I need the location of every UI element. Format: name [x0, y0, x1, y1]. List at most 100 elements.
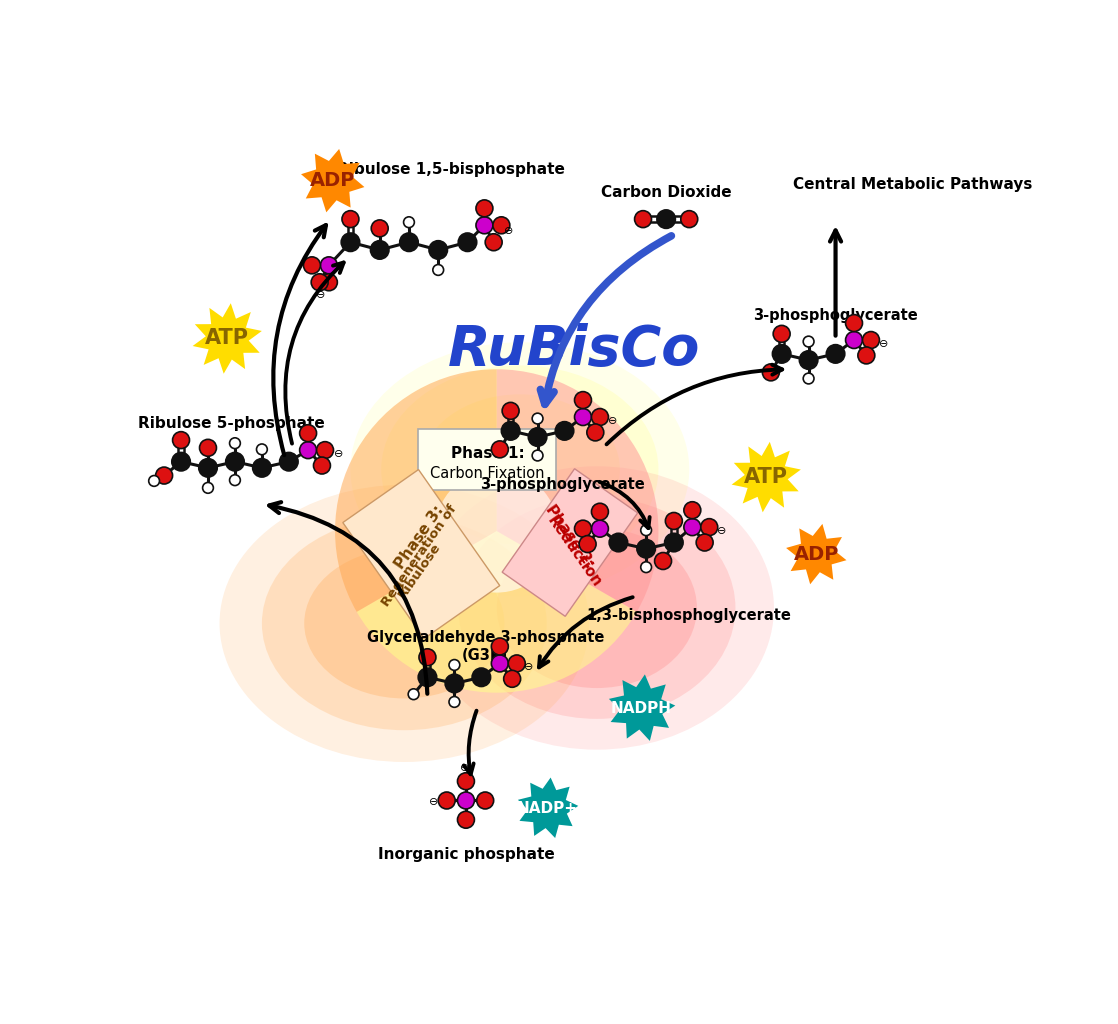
Circle shape — [303, 257, 321, 273]
Circle shape — [449, 659, 459, 671]
Circle shape — [493, 217, 510, 233]
Circle shape — [509, 655, 525, 672]
Circle shape — [300, 441, 316, 459]
Ellipse shape — [435, 469, 558, 593]
Circle shape — [532, 413, 543, 424]
Circle shape — [529, 428, 547, 446]
Circle shape — [845, 332, 862, 348]
FancyBboxPatch shape — [502, 469, 637, 616]
Circle shape — [762, 364, 779, 381]
Circle shape — [476, 792, 494, 809]
Text: Ribulose 1,5-bisphosphate: Ribulose 1,5-bisphosphate — [337, 162, 565, 176]
Text: ⊖: ⊖ — [607, 416, 617, 426]
Text: ⊖: ⊖ — [459, 763, 470, 773]
Circle shape — [501, 422, 520, 440]
Circle shape — [311, 273, 328, 291]
Ellipse shape — [419, 466, 774, 750]
Ellipse shape — [219, 484, 589, 762]
Ellipse shape — [350, 342, 689, 596]
Text: Regeneration of: Regeneration of — [380, 503, 459, 609]
Wedge shape — [357, 531, 637, 692]
Circle shape — [826, 345, 845, 364]
FancyBboxPatch shape — [418, 429, 556, 490]
Circle shape — [556, 422, 574, 440]
Circle shape — [485, 233, 502, 251]
Text: RuBisCo: RuBisCo — [447, 323, 700, 377]
Circle shape — [591, 503, 608, 520]
Circle shape — [155, 467, 172, 484]
Circle shape — [641, 562, 652, 572]
Circle shape — [313, 457, 331, 474]
Text: Glyceraldehyde 3-phosphate
(G3P): Glyceraldehyde 3-phosphate (G3P) — [367, 631, 604, 663]
Circle shape — [199, 439, 217, 457]
Text: 1,3-bisphosphoglycerate: 1,3-bisphosphoglycerate — [587, 608, 792, 624]
Circle shape — [202, 482, 214, 494]
Circle shape — [773, 345, 790, 364]
Text: Ribulose 5-phosphate: Ribulose 5-phosphate — [138, 416, 324, 431]
Circle shape — [280, 453, 299, 471]
Ellipse shape — [458, 497, 736, 719]
Circle shape — [862, 332, 880, 348]
Text: ⊖: ⊖ — [524, 663, 533, 673]
Circle shape — [229, 475, 240, 485]
Text: NADPH: NADPH — [612, 700, 672, 716]
Text: ⊖: ⊖ — [717, 526, 727, 536]
Text: ⊖: ⊖ — [504, 226, 514, 237]
Circle shape — [491, 638, 509, 655]
Circle shape — [681, 211, 698, 227]
Polygon shape — [301, 148, 364, 212]
Circle shape — [575, 409, 591, 426]
Text: ATP: ATP — [745, 467, 788, 487]
Text: ADP: ADP — [794, 545, 838, 563]
Text: Central Metabolic Pathways: Central Metabolic Pathways — [793, 177, 1032, 191]
Circle shape — [575, 520, 591, 538]
Polygon shape — [518, 777, 578, 838]
Circle shape — [803, 373, 814, 384]
Wedge shape — [335, 370, 496, 611]
Ellipse shape — [419, 394, 620, 545]
Circle shape — [253, 459, 272, 477]
Circle shape — [774, 326, 790, 342]
Circle shape — [476, 200, 493, 217]
Circle shape — [655, 553, 672, 569]
Text: Carbon Dioxide: Carbon Dioxide — [600, 184, 731, 200]
Ellipse shape — [262, 516, 547, 730]
Circle shape — [641, 525, 652, 536]
Text: ATP: ATP — [206, 329, 249, 348]
Text: ⊖: ⊖ — [429, 797, 438, 807]
Circle shape — [579, 536, 596, 553]
Circle shape — [300, 425, 316, 441]
Circle shape — [429, 241, 447, 259]
Text: Phase 2:: Phase 2: — [542, 502, 597, 571]
Circle shape — [316, 441, 333, 459]
Circle shape — [256, 444, 267, 455]
Circle shape — [199, 459, 217, 477]
Circle shape — [575, 391, 591, 409]
Circle shape — [149, 475, 160, 486]
FancyBboxPatch shape — [343, 470, 500, 639]
Circle shape — [701, 519, 718, 536]
Circle shape — [657, 210, 675, 228]
Text: ADP: ADP — [310, 171, 356, 190]
Circle shape — [370, 241, 389, 259]
Circle shape — [226, 453, 244, 471]
Circle shape — [457, 773, 474, 790]
Circle shape — [697, 535, 713, 551]
Circle shape — [433, 264, 444, 275]
Circle shape — [408, 689, 419, 699]
Circle shape — [321, 273, 338, 291]
Circle shape — [684, 519, 701, 536]
Text: 3-phosphoglycerate: 3-phosphoglycerate — [480, 477, 645, 493]
Circle shape — [476, 217, 493, 233]
Circle shape — [419, 649, 436, 666]
Circle shape — [502, 402, 519, 420]
Circle shape — [504, 671, 521, 687]
Circle shape — [591, 520, 608, 538]
Circle shape — [665, 512, 682, 529]
Polygon shape — [192, 303, 262, 374]
Circle shape — [438, 792, 455, 809]
Circle shape — [404, 217, 415, 227]
Text: Reduction: Reduction — [543, 513, 604, 590]
Circle shape — [637, 540, 655, 558]
Circle shape — [418, 668, 437, 686]
